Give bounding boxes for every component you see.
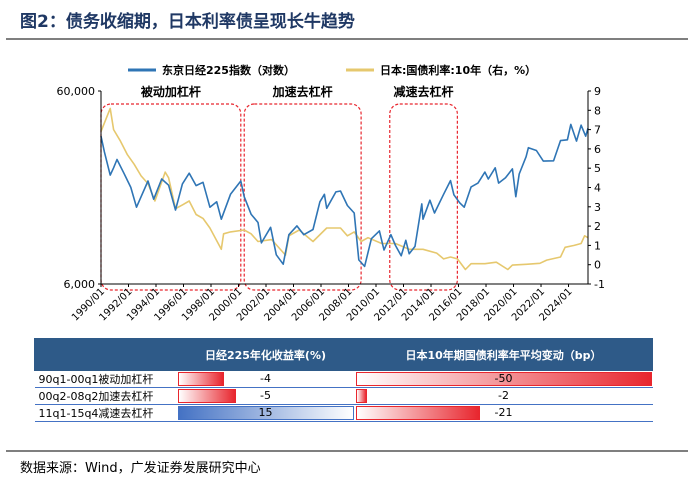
jgb-value-cell: -2: [354, 387, 653, 405]
series-layer: [100, 107, 589, 271]
nikkei-databar-container: -4: [177, 371, 355, 387]
table-row: 90q1-00q1被动加杠杆 -4 -50: [34, 370, 653, 388]
legend-label: 日本:国债利率:10年（右，%）: [380, 63, 536, 77]
nikkei-value-cell: 15: [176, 404, 355, 422]
jgb-value-cell: -50: [354, 370, 653, 388]
right-axis-tick-label: -1: [594, 278, 605, 291]
nikkei-value-cell: -5: [176, 387, 355, 405]
table-row: 11q1-15q4减速去杠杆 15 -21: [34, 404, 653, 422]
summary-table: 日经225年化收益率(%) 日本10年期国债利率年平均变动（bp） 90q1-0…: [34, 338, 653, 422]
jgb-databar: [355, 389, 368, 403]
title-divider: [6, 38, 688, 40]
axes: 60,0006,0009876543210-11990/011992/01199…: [57, 85, 605, 323]
table-header-row: 日经225年化收益率(%) 日本10年期国债利率年平均变动（bp）: [34, 338, 653, 371]
left-axis-tick-label: 6,000: [64, 278, 96, 291]
right-axis-tick-label: 6: [594, 143, 601, 156]
nikkei-databar: [177, 372, 225, 386]
nikkei-value: 15: [258, 406, 273, 419]
right-axis-tick-label: 0: [594, 259, 601, 272]
annotation-label: 被动加杠杆: [141, 84, 201, 99]
annotation-label: 减速去杠杆: [394, 84, 454, 99]
jgb-databar: [355, 372, 652, 386]
right-axis-tick-label: 5: [594, 162, 601, 175]
annotation-box: [100, 103, 242, 291]
annotation-box: [389, 103, 458, 291]
annotation-box: [243, 103, 362, 291]
right-axis-tick-label: 7: [594, 124, 601, 137]
table-header-period: [34, 338, 177, 371]
title-bar: 图2：债务收缩期，日本利率债呈现长牛趋势: [0, 0, 694, 36]
nikkei-series-line: [100, 123, 589, 268]
nikkei-value: -5: [260, 389, 271, 402]
nikkei-value: -4: [260, 372, 271, 385]
nikkei-databar-container: 15: [177, 405, 355, 421]
row-period-label: 90q1-00q1被动加杠杆: [34, 370, 177, 388]
jgb-databar: [355, 406, 480, 420]
chart-legend: 东京日经225指数（对数） 日本:国债利率:10年（右，%）: [128, 63, 536, 77]
figure-title: 图2：债务收缩期，日本利率债呈现长牛趋势: [20, 12, 355, 32]
row-period-label: 11q1-15q4减速去杠杆: [34, 404, 177, 422]
chart: 东京日经225指数（对数） 日本:国债利率:10年（右，%） 被动加杠杆 加速去杠杆…: [57, 63, 605, 323]
jgb-value: -2: [498, 389, 509, 402]
nikkei-value-cell: -4: [176, 370, 355, 388]
right-axis-tick-label: 1: [594, 239, 601, 252]
left-axis-tick-label: 60,000: [57, 85, 96, 98]
table-row: 00q2-08q2加速去杠杆 -5 -2: [34, 387, 653, 405]
nikkei-databar: [177, 406, 354, 420]
table-header-jgb: 日本10年期国债利率年平均变动（bp）: [354, 338, 653, 371]
annotation-label: 加速去杠杆: [272, 84, 333, 99]
right-axis-tick-label: 9: [594, 85, 601, 98]
jgb-yield-series-line: [100, 107, 589, 271]
jgb-databar-container: -21: [355, 405, 653, 421]
right-axis-tick-label: 2: [594, 220, 601, 233]
nikkei-databar: [177, 389, 237, 403]
legend-label: 东京日经225指数（对数）: [162, 63, 295, 77]
row-period-label: 00q2-08q2加速去杠杆: [34, 387, 177, 405]
footer-divider: [6, 450, 688, 452]
jgb-databar-container: -50: [355, 371, 653, 387]
jgb-value: -21: [494, 406, 513, 419]
right-axis-tick-label: 4: [594, 182, 601, 195]
source-note: 数据来源：Wind，广发证券发展研究中心: [20, 461, 261, 476]
table-header-nikkei: 日经225年化收益率(%): [176, 338, 355, 371]
right-axis-tick-label: 8: [594, 104, 601, 117]
jgb-value-cell: -21: [354, 404, 653, 422]
nikkei-databar-container: -5: [177, 388, 355, 404]
jgb-value: -50: [494, 372, 513, 385]
jgb-databar-container: -2: [355, 388, 653, 404]
right-axis-tick-label: 3: [594, 201, 601, 214]
